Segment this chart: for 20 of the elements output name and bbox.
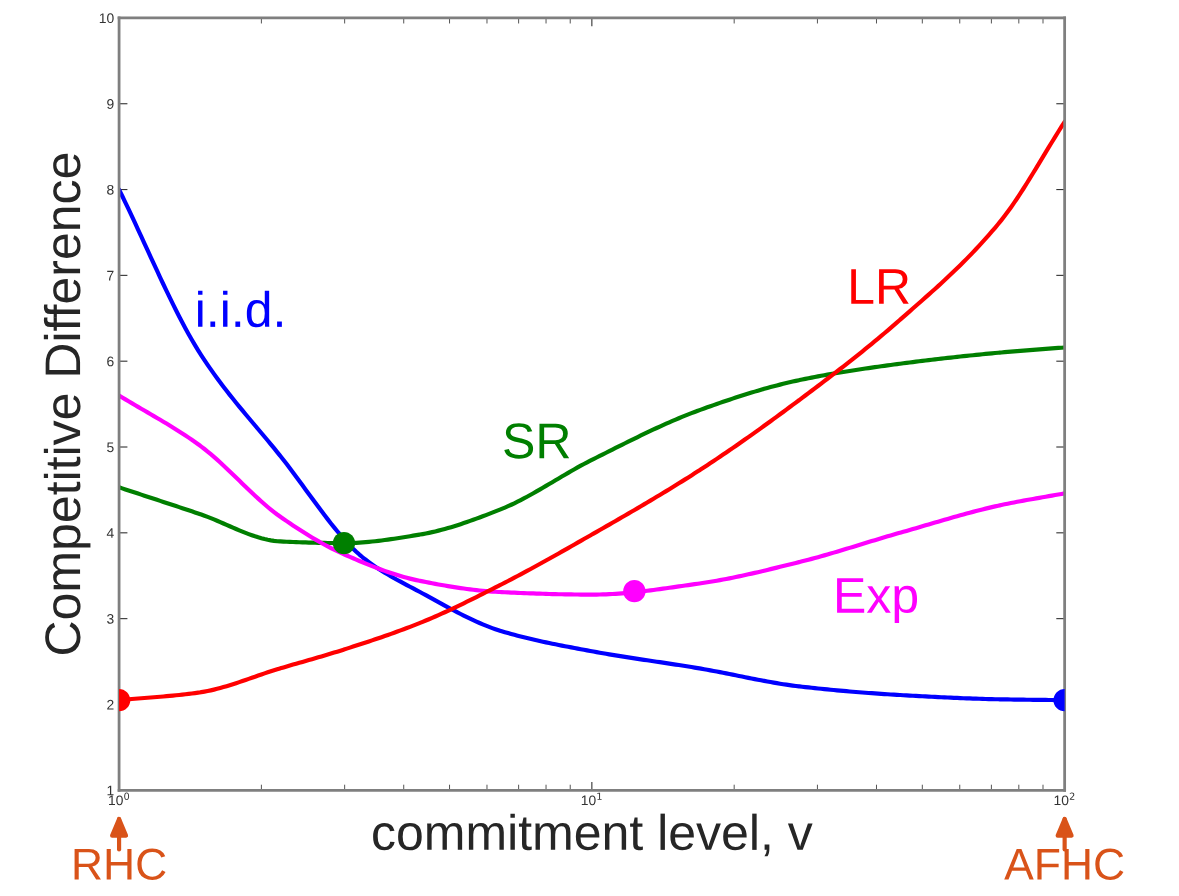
series-label: Exp [837, 578, 918, 624]
y-tick-label: 6 [107, 356, 114, 367]
y-tick-label: 5 [107, 442, 114, 453]
x-axis-title: commitment level, v [373, 813, 813, 857]
y-axis-title: Competitive Difference [43, 153, 91, 654]
x-tick-label: 10$^{2}$ [1054, 792, 1075, 806]
y-tick-label: 4 [106, 528, 114, 538]
y-tick-label: 3 [107, 613, 114, 624]
text: AFHC [1004, 848, 1124, 881]
y-tick-label: 1 [107, 785, 114, 796]
y-tick-label: 2 [107, 699, 114, 710]
y-tick-label: 9 [107, 99, 114, 109]
series-label: SR [504, 423, 570, 459]
y-tick-label: 10 [99, 13, 114, 24]
x-tick-label: 10$^{1}$ [581, 792, 602, 806]
series-label: i.i.d. [198, 290, 282, 328]
text: RHC [74, 848, 166, 881]
y-tick-label: 8 [107, 184, 114, 195]
series-label: LR [851, 269, 909, 304]
y-tick-label: 7 [107, 270, 114, 281]
